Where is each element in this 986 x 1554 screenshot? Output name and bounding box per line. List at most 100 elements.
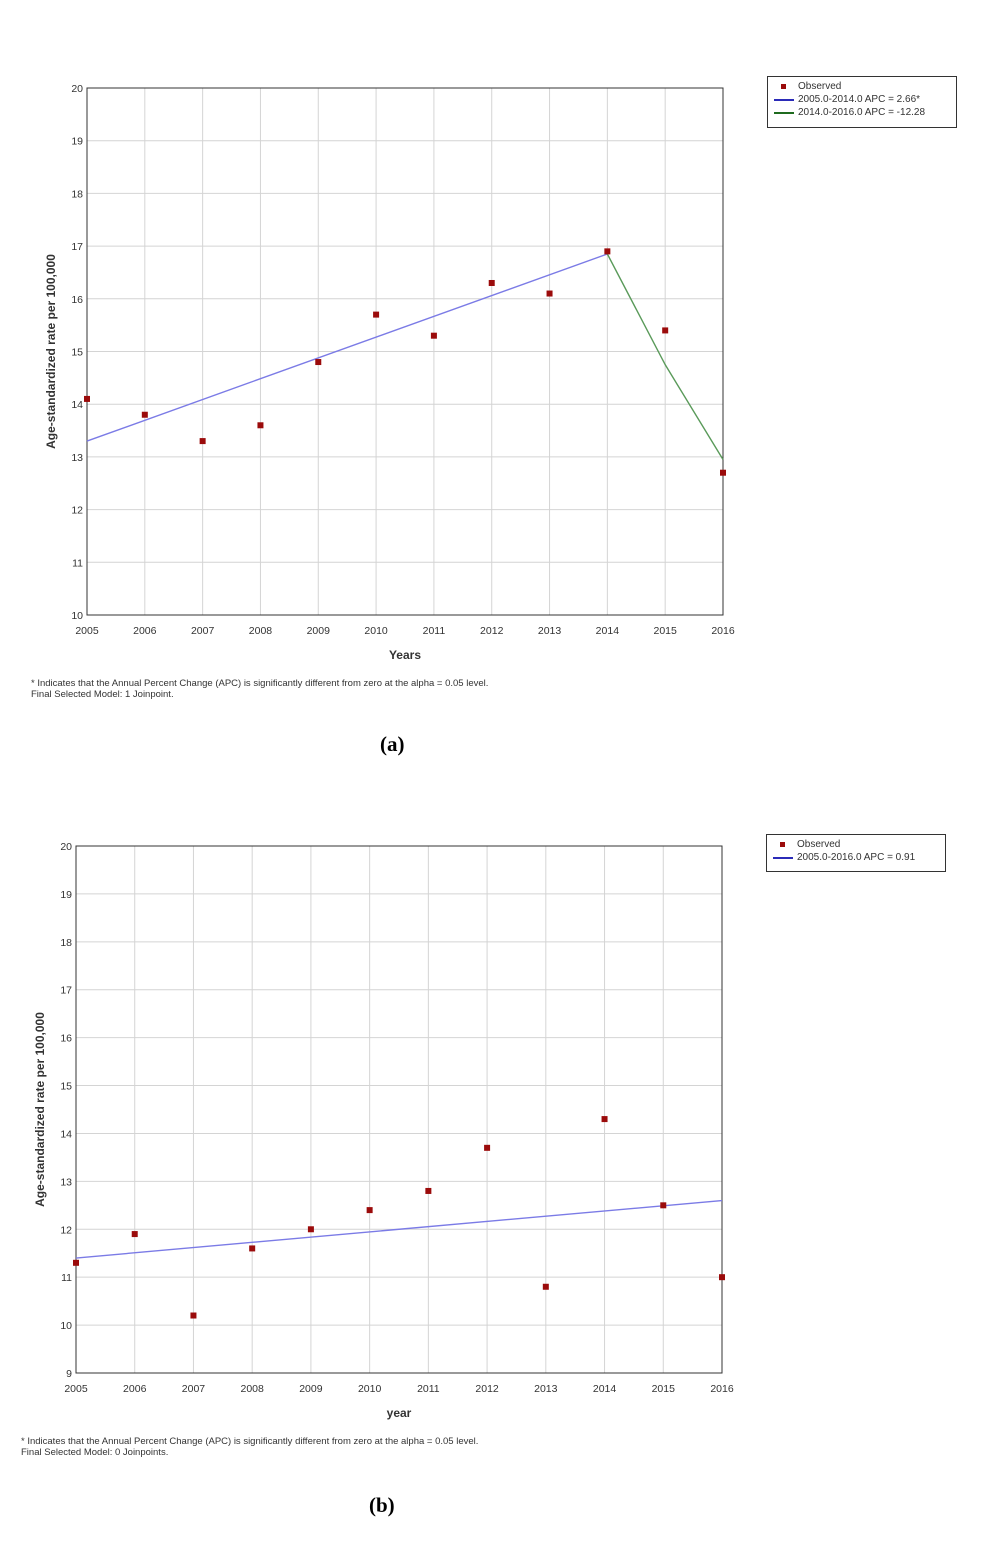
blue-line-icon	[773, 856, 793, 859]
panel-label-a: (a)	[380, 732, 405, 756]
chart-panel-b: 2005 2006 2007 2008 2009 2010 2011 2012 2013 2014…	[0, 777, 986, 1554]
y-tick-label: 16	[71, 294, 83, 306]
green-line-icon	[774, 111, 794, 114]
x-tick-label: 2014	[596, 625, 620, 637]
legend-item-segment-1: 2005.0-2016.0 APC = 0.91	[773, 851, 940, 864]
y-tick-label: 17	[71, 241, 83, 253]
footnote-model: Final Selected Model: 1 Joinpoint.	[31, 689, 174, 700]
observed-point	[425, 1187, 432, 1194]
y-tick-label: 14	[71, 399, 83, 411]
y-tick-label: 13	[60, 1176, 72, 1188]
x-tick-label: 2009	[299, 1383, 323, 1395]
legend-label: Observed	[797, 839, 841, 850]
panel-label-b: (b)	[369, 1493, 395, 1517]
x-tick-label: 2013	[534, 1383, 558, 1395]
x-tick-label: 2013	[538, 625, 562, 637]
y-tick-label: 11	[72, 557, 83, 569]
chart-a-legend: Observed 2005.0-2014.0 APC = 2.66* 2014.…	[767, 76, 957, 128]
x-tick-label: 2007	[182, 1383, 206, 1395]
x-tick-label: 2006	[123, 1383, 147, 1395]
x-tick-label: 2012	[475, 1383, 499, 1395]
legend-item-segment-1: 2005.0-2014.0 APC = 2.66*	[774, 93, 951, 106]
y-tick-label: 11	[61, 1272, 72, 1284]
observed-point	[257, 422, 264, 429]
y-tick-label: 12	[71, 505, 83, 517]
observed-point	[199, 438, 206, 445]
y-tick-label: 12	[60, 1224, 72, 1236]
x-tick-label: 2015	[654, 625, 678, 637]
observed-point	[73, 1259, 79, 1266]
y-axis-title: Age-standardized rate per 100,000	[44, 254, 58, 449]
y-tick-label: 20	[71, 83, 83, 95]
chart-b-plot: 2005 2006 2007 2008 2009 2010 2011 2012 2013 2014…	[33, 841, 734, 1420]
legend-label: Observed	[798, 81, 842, 92]
legend-item-segment-2: 2014.0-2016.0 APC = -12.28	[774, 106, 951, 119]
y-tick-label: 10	[60, 1320, 72, 1332]
x-tick-label: 2016	[711, 625, 735, 637]
x-tick-label: 2008	[249, 625, 273, 637]
observed-point	[719, 1274, 725, 1281]
y-tick-label: 17	[60, 985, 72, 997]
footnote-significance: * Indicates that the Annual Percent Chan…	[21, 1436, 479, 1447]
y-tick-label: 10	[71, 610, 83, 622]
y-tick-label: 20	[60, 841, 72, 853]
y-tick-label: 16	[60, 1033, 72, 1045]
x-tick-label: 2010	[358, 1383, 382, 1395]
x-tick-label: 2006	[133, 625, 157, 637]
x-tick-label: 2010	[364, 625, 388, 637]
x-tick-label: 2005	[75, 625, 99, 637]
x-tick-label: 2011	[417, 1383, 440, 1395]
x-tick-label: 2015	[652, 1383, 676, 1395]
footnote-significance: * Indicates that the Annual Percent Chan…	[31, 678, 489, 689]
observed-point	[662, 327, 669, 334]
y-tick-label: 15	[60, 1081, 72, 1093]
observed-point	[366, 1207, 373, 1214]
observed-point	[84, 395, 90, 402]
observed-point	[430, 332, 437, 339]
x-tick-label: 2014	[593, 1383, 617, 1395]
observed-point	[307, 1226, 314, 1233]
observed-point	[249, 1245, 256, 1252]
blue-line-icon	[774, 98, 794, 101]
plot-frame	[86, 87, 724, 616]
x-tick-label: 2016	[710, 1383, 734, 1395]
observed-point	[488, 279, 495, 286]
y-tick-label: 14	[60, 1128, 72, 1140]
x-tick-label: 2012	[480, 625, 504, 637]
trend-line	[86, 253, 608, 442]
x-tick-label: 2008	[241, 1383, 265, 1395]
observed-point	[542, 1283, 549, 1290]
chart-a-footnote: * Indicates that the Annual Percent Chan…	[31, 678, 488, 700]
y-tick-label: 19	[71, 136, 83, 148]
observed-point	[373, 311, 380, 318]
observed-point	[720, 469, 726, 476]
observed-point	[315, 359, 322, 366]
chart-panel-a: 2005 2006 2007 2008 2009 2010 2011 2012 2013 2014…	[31, 76, 957, 756]
observed-point	[601, 1116, 608, 1123]
x-axis-title: Years	[389, 648, 421, 662]
observed-point	[604, 248, 611, 255]
x-tick-label: 2005	[64, 1383, 88, 1395]
observed-point	[190, 1312, 197, 1319]
trend-line	[75, 1199, 723, 1259]
y-tick-label: 15	[71, 347, 83, 359]
plot-frame	[75, 845, 723, 1374]
x-tick-label: 2009	[307, 625, 331, 637]
y-tick-label: 9	[66, 1368, 72, 1380]
observed-point	[546, 290, 553, 297]
y-axis-title: Age-standardized rate per 100,000	[33, 1012, 47, 1207]
observed-point	[131, 1231, 138, 1238]
legend-item-observed: Observed	[773, 838, 940, 851]
x-tick-label: 2011	[423, 625, 446, 637]
legend-label: 2014.0-2016.0 APC = -12.28	[798, 107, 926, 118]
trend-line	[606, 253, 724, 460]
x-axis-title: year	[387, 1406, 412, 1420]
y-tick-label: 19	[60, 889, 72, 901]
chart-b-footnote: * Indicates that the Annual Percent Chan…	[21, 1436, 478, 1458]
footnote-model: Final Selected Model: 0 Joinpoints.	[21, 1447, 169, 1458]
chart-a-plot: 2005 2006 2007 2008 2009 2010 2011 2012 2013 2014…	[44, 83, 735, 662]
observed-point	[141, 411, 148, 418]
legend-label: 2005.0-2016.0 APC = 0.91	[797, 852, 916, 863]
observed-marker-icon	[780, 842, 785, 847]
chart-b-legend: Observed 2005.0-2016.0 APC = 0.91	[766, 834, 946, 872]
